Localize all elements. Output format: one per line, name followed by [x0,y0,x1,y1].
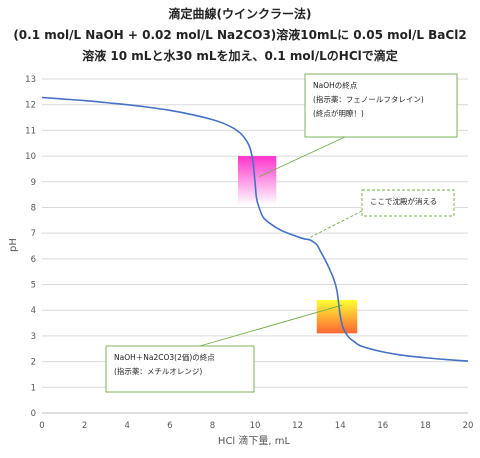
y-tick-label: 6 [31,255,36,265]
y-tick-label: 5 [31,281,36,291]
ph-curve [41,96,469,362]
series [41,96,469,362]
na2co3-endpoint-box [316,299,358,334]
x-tick-label: 18 [420,421,431,431]
y-tick-label: 10 [25,152,36,162]
naoh-callout-leader [259,136,346,178]
y-tick-label: 4 [31,306,36,316]
x-tick-label: 2 [82,421,87,431]
x-tick-label: 20 [463,421,474,431]
x-tick-label: 14 [335,421,346,431]
y-tick-label: 9 [31,178,36,188]
x-tick-label: 12 [292,421,303,431]
na2co3-callout-text: (指示薬：メチルオレンジ) [114,366,202,376]
chart-title-line-1: 滴定曲線(ウインクラー法) [169,6,312,21]
naoh-callout-box [304,73,458,138]
y-tick-label: 1 [31,383,36,393]
chart-title-line-3: 溶液 10 mLと水30 mLを加え、0.1 mol/LのHClで滴定 [82,48,398,63]
na2co3-callout-leader [199,304,343,347]
na2co3-callout-text: NaOH＋Na2CO3(2価)の終点 [114,352,215,362]
x-tick-label: 0 [39,421,44,431]
y-axis-title: pH [8,238,19,252]
x-axis-title: HCl 滴下量, mL [218,434,291,447]
x-tick-label: 8 [210,421,215,431]
y-tick-label: 0 [31,409,36,419]
precipitate-callout-leader [308,210,363,239]
x-tick-label: 10 [250,421,261,431]
y-tick-label: 11 [25,126,36,136]
precipitate-callout-text: ここで沈殿が消える [370,196,437,206]
y-tick-label: 3 [31,332,36,342]
y-tick-label: 12 [25,101,36,111]
naoh-callout-text: (指示薬：フェノールフタレイン) [313,94,424,104]
chart-title-line-2: (0.1 mol/L NaOH + 0.02 mol/L Na2CO3)溶液10… [13,27,466,42]
y-tick-label: 7 [31,229,36,239]
x-tick-label: 4 [124,421,129,431]
x-tick-label: 16 [377,421,388,431]
na2co3-callout-box [105,345,255,393]
precipitate-callout-box [361,189,455,217]
y-tick-label: 2 [31,358,36,368]
y-tick-label: 13 [25,75,36,85]
x-tick-label: 6 [167,421,172,431]
callouts: NaOHの終点 (指示薬：フェノールフタレイン) (終点が明瞭！) ここで沈殿が消える… [105,73,458,393]
naoh-callout-text: (終点が明瞭！) [313,108,364,118]
naoh-callout-text: NaOHの終点 [313,80,358,90]
y-tick-label: 8 [31,203,36,213]
